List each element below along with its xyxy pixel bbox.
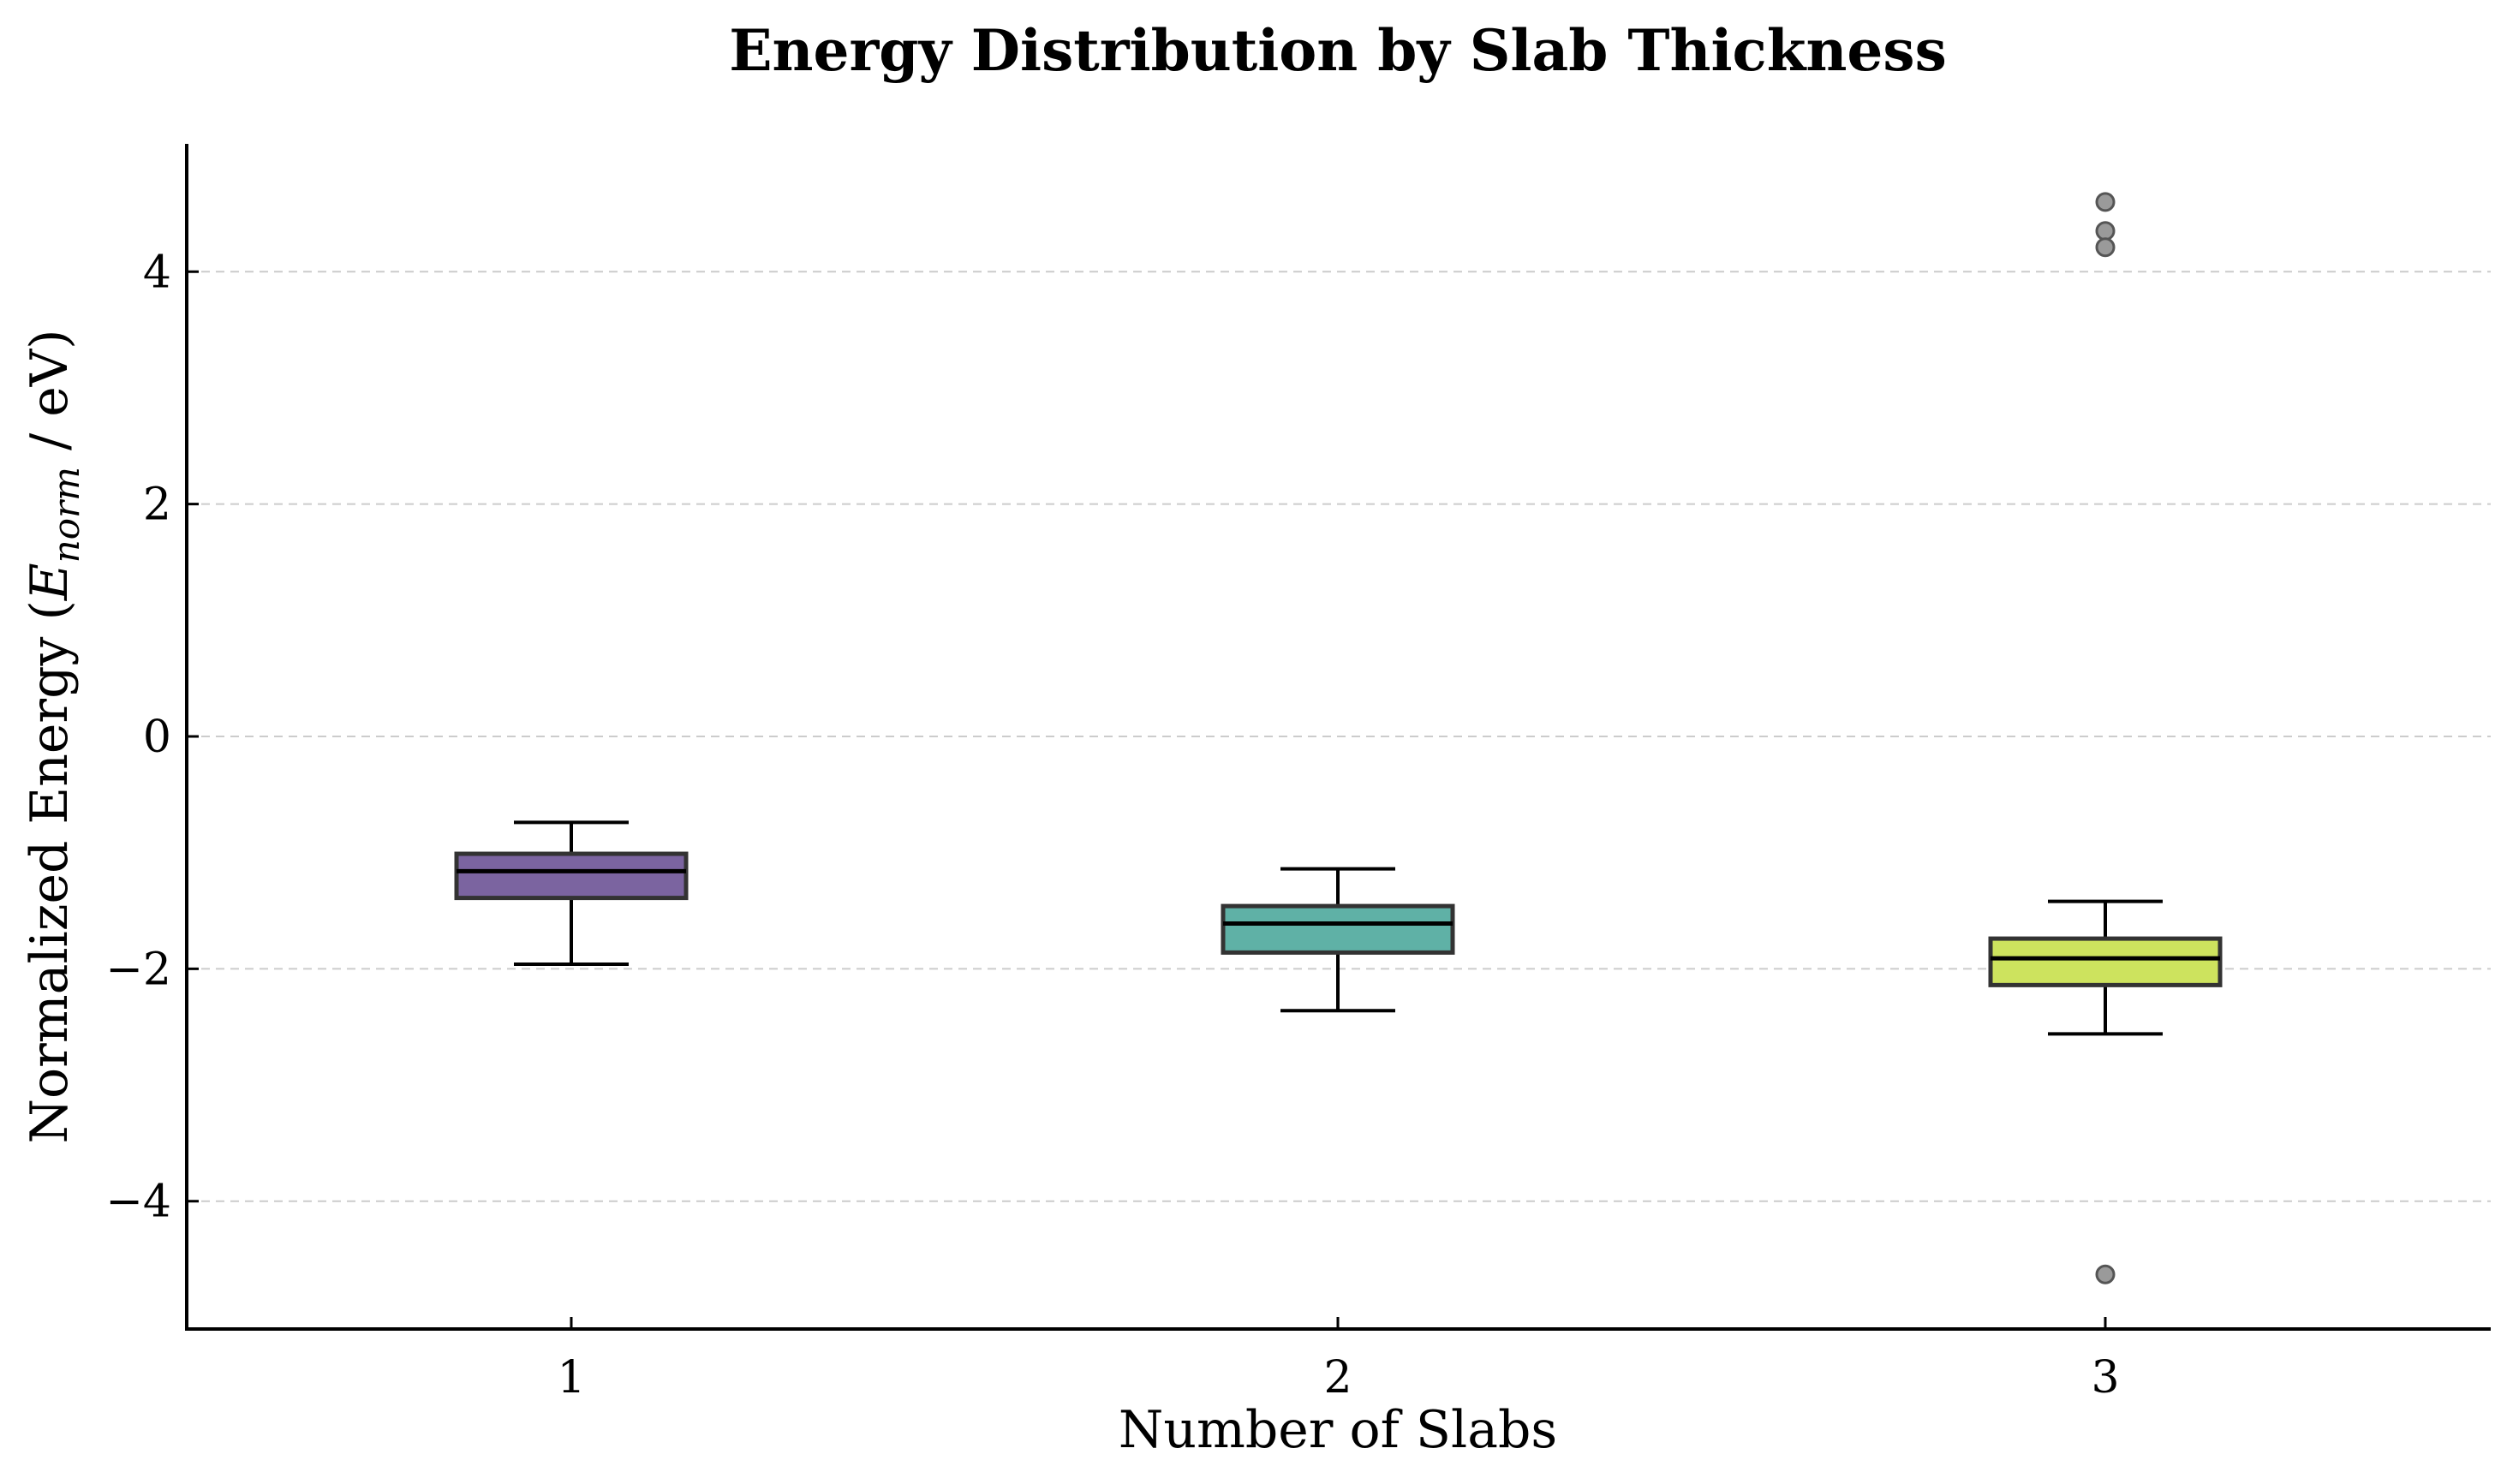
box-body <box>454 851 689 901</box>
y-tick-label: −2 <box>105 944 171 995</box>
ticks: 4 2 0 −2 −4 1 2 3 <box>105 247 2119 1404</box>
y-axis-label-prefix: Normalized Energy ( <box>20 600 80 1143</box>
outlier-point <box>2095 221 2116 241</box>
outlier-point <box>2095 192 2116 212</box>
box-group <box>1221 867 1455 1013</box>
outlier-point <box>2095 237 2116 258</box>
y-axis-label-subscript: norm <box>45 467 87 563</box>
box-group <box>1988 192 2223 1284</box>
y-axis-label-symbol: E <box>20 563 80 601</box>
y-tick-label: 0 <box>143 712 171 763</box>
box-group <box>454 820 689 966</box>
chart-title: Energy Distribution by Slab Thickness <box>729 17 1946 84</box>
y-tick-label: 4 <box>143 247 171 298</box>
y-axis-label-suffix: / eV) <box>20 329 80 467</box>
grid-lines <box>187 271 2491 1202</box>
x-axis-label: Number of Slabs <box>1119 1400 1557 1460</box>
outlier-point <box>2095 1264 2116 1284</box>
y-tick-label: −4 <box>105 1177 171 1228</box>
x-tick-label: 1 <box>557 1352 585 1404</box>
box-body <box>1221 903 1455 955</box>
boxes <box>454 192 2223 1284</box>
box-body <box>1988 936 2223 987</box>
y-axis-label: Normalized Energy (Enorm / eV) <box>20 329 87 1143</box>
y-tick-label: 2 <box>143 480 171 531</box>
x-tick-label: 3 <box>2091 1352 2119 1404</box>
x-tick-label: 2 <box>1323 1352 1352 1404</box>
